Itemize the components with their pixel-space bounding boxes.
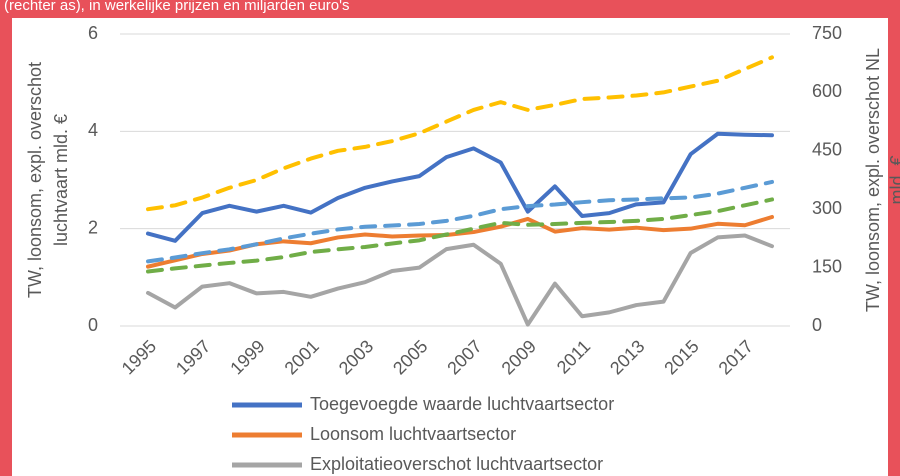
y2-tick-label: 150 xyxy=(812,256,842,276)
line xyxy=(146,131,774,243)
subtitle: (rechter as), in werkelijke prijzen en m… xyxy=(4,0,350,14)
y2-tick-label: 0 xyxy=(812,315,822,335)
y-tick-label: 6 xyxy=(88,23,98,43)
dashed-line xyxy=(146,179,774,264)
dashed-line xyxy=(146,55,774,212)
y2-tick-label: 450 xyxy=(812,140,842,160)
legend-label: Toegevoegde waarde luchtvaartsector xyxy=(310,394,614,414)
dashed-line xyxy=(146,197,774,274)
y2-axis-label: mld. € xyxy=(887,155,900,204)
y-axis-label: TW, loonsom, expl. overschot xyxy=(25,62,45,298)
y2-axis-label: TW, loonsom, expl. overschot NL xyxy=(863,48,883,312)
y2-tick-label: 600 xyxy=(812,81,842,101)
y-axis-label: luchtvaart mld. € xyxy=(51,114,71,246)
y-tick-label: 4 xyxy=(88,120,98,140)
legend-label: Loonsom luchtvaartsector xyxy=(310,424,516,444)
y2-tick-label: 300 xyxy=(812,198,842,218)
y-tick-label: 2 xyxy=(88,217,98,237)
legend-label: Exploitatieoverschot luchtvaartsector xyxy=(310,454,603,474)
y-tick-label: 0 xyxy=(88,315,98,335)
line xyxy=(146,233,774,327)
y2-tick-label: 750 xyxy=(812,23,842,43)
